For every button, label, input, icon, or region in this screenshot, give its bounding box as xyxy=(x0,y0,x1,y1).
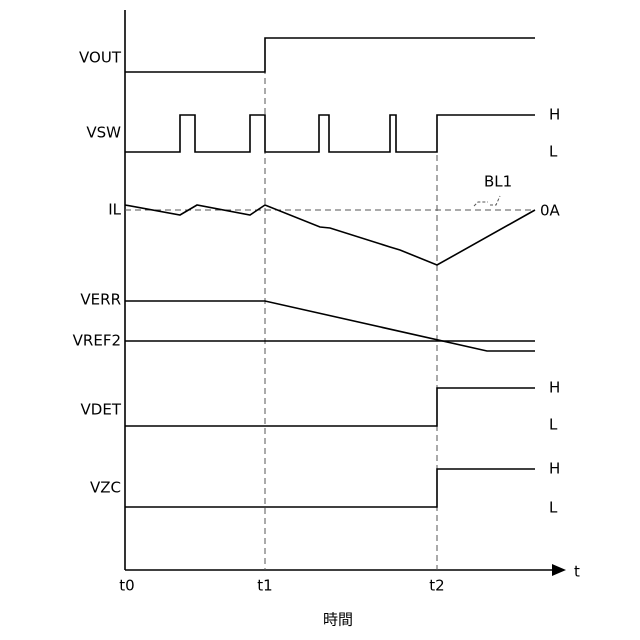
signal-label: VDET xyxy=(81,401,122,419)
vzc-wave xyxy=(125,469,535,507)
signal-label: VOUT xyxy=(79,49,122,67)
level-label: H xyxy=(549,460,560,478)
vdet-wave xyxy=(125,388,535,426)
level-label: H xyxy=(549,379,560,397)
level-label: H xyxy=(549,106,560,124)
signal-label: IL xyxy=(108,201,121,219)
time-tick: t1 xyxy=(257,577,272,595)
annotation: BL1 xyxy=(484,173,512,191)
verr-wave xyxy=(125,301,535,351)
axis-title: 時間 xyxy=(323,611,353,629)
signal-label: VZC xyxy=(90,479,121,497)
reference-label: 0A xyxy=(540,202,561,220)
axis-arrow xyxy=(552,564,566,576)
time-tick: t0 xyxy=(119,577,134,595)
vsw-wave xyxy=(125,115,535,152)
level-label: L xyxy=(549,416,558,434)
level-label: L xyxy=(549,143,558,161)
timing-diagram: VOUT VSW H L IL 0A BL1 VERR VREF2 VDET H… xyxy=(0,0,640,640)
level-label: L xyxy=(549,499,558,517)
annotation-leader xyxy=(474,196,500,206)
signal-label: VREF2 xyxy=(73,332,121,350)
time-tick: t2 xyxy=(429,577,444,595)
axis-arrow-label: t xyxy=(574,563,580,581)
signal-label: VERR xyxy=(80,291,121,309)
il-wave xyxy=(125,205,535,265)
vout-wave xyxy=(125,38,535,72)
signal-label: VSW xyxy=(86,124,121,142)
